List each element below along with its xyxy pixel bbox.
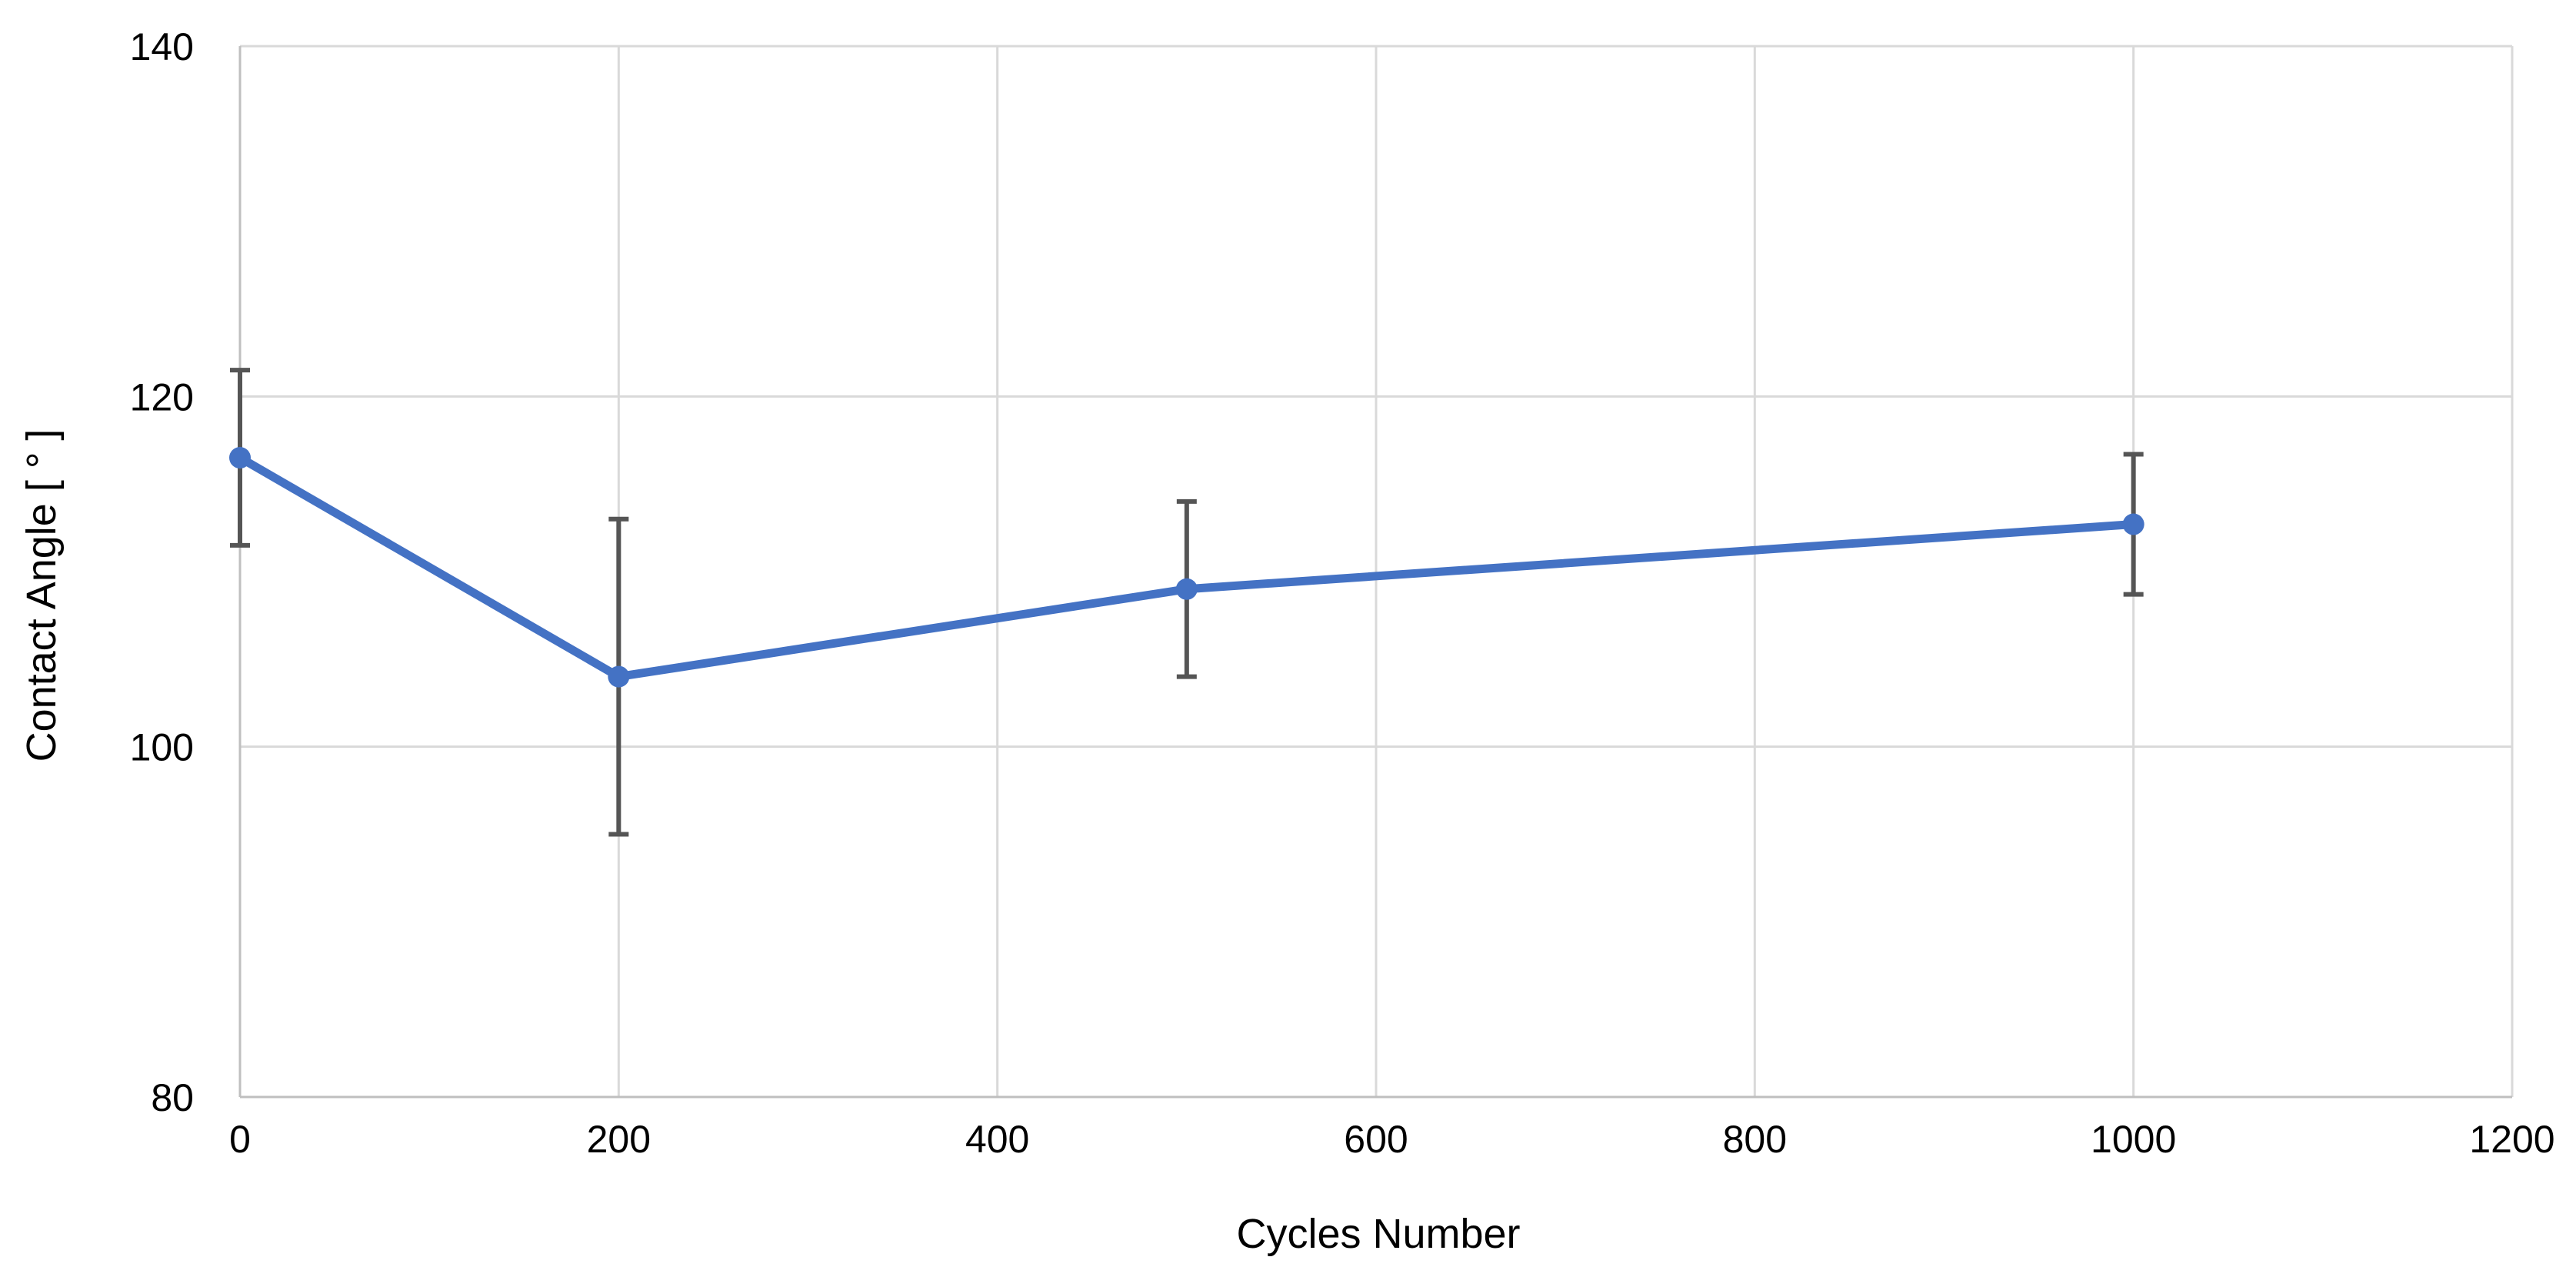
axes [238, 46, 2512, 1099]
data-point [2122, 513, 2144, 535]
data-point [1175, 578, 1198, 600]
error-bars [230, 368, 2144, 837]
x-axis-title: Cycles Number [1236, 1211, 1520, 1257]
x-tick-label: 200 [587, 1118, 651, 1161]
grid [240, 45, 2514, 1097]
series-line [235, 453, 2138, 682]
x-tick-label: 800 [1723, 1118, 1787, 1161]
x-tick-labels: 0 200 400 600 800 1000 1200 [229, 1118, 2555, 1161]
y-tick-label: 140 [130, 25, 194, 68]
x-tick-label: 0 [229, 1118, 251, 1161]
y-tick-label: 120 [130, 375, 194, 418]
y-tick-label: 80 [151, 1076, 194, 1119]
x-tick-label: 1000 [2091, 1118, 2176, 1161]
x-tick-label: 400 [965, 1118, 1029, 1161]
data-point [229, 447, 251, 469]
y-axis-title: Contact Angle [ ° ] [18, 429, 65, 762]
y-tick-label: 100 [130, 726, 194, 769]
y-tick-labels: 80 100 120 140 [130, 25, 194, 1119]
series [229, 447, 2144, 688]
x-tick-label: 1200 [2469, 1118, 2554, 1161]
x-tick-label: 600 [1344, 1118, 1408, 1161]
data-point [608, 665, 630, 688]
